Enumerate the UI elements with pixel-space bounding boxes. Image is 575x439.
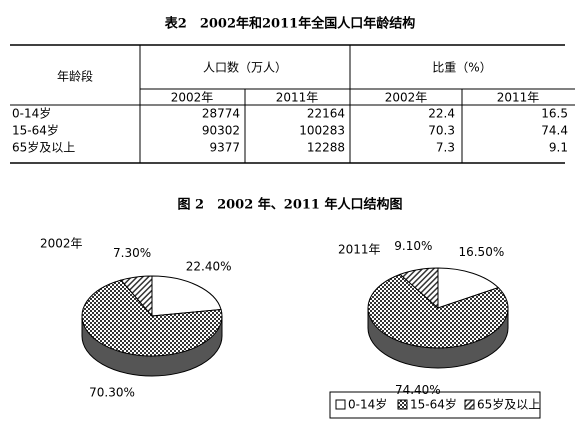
table-title: 表2 2002年和2011年全国人口年龄结构: [164, 16, 415, 32]
table-cell: 28774: [202, 107, 240, 121]
pie-title: 2011年: [338, 243, 381, 257]
row-label: 65岁及以上: [12, 140, 75, 155]
value-label: 74.40%: [395, 383, 441, 397]
table-cell: 7.3: [436, 141, 455, 155]
pie-slice: [399, 267, 439, 310]
legend-label: 0-14岁: [348, 397, 387, 412]
header-cell: 比重（%）: [432, 61, 491, 75]
pie-slice: [120, 275, 153, 318]
subheader-cell: 2002年: [385, 91, 428, 105]
value-label: 7.30%: [113, 246, 151, 260]
pie-slice: [437, 267, 500, 309]
pie-slice: [367, 273, 509, 349]
subheader-cell: 2011年: [497, 91, 540, 105]
subheader-cell: 2002年: [171, 91, 214, 105]
value-label: 22.40%: [186, 260, 232, 274]
table-cell: 16.5: [541, 107, 568, 121]
figure-title: 图 2 2002 年、2011 年人口结构图: [178, 197, 403, 213]
value-label: 70.30%: [89, 385, 135, 399]
legend-swatch: [464, 399, 475, 410]
subheader-cell: 2011年: [276, 91, 319, 105]
table-cell: 70.3: [428, 124, 455, 138]
legend-label: 65岁及以上: [477, 397, 540, 412]
legend-label: 15-64岁: [410, 397, 457, 412]
table-cell: 90302: [202, 124, 240, 138]
table-cell: 74.4: [541, 124, 568, 138]
pie-title: 2002年: [40, 237, 83, 251]
table-cell: 22.4: [428, 107, 455, 121]
row-label: 0-14岁: [12, 106, 51, 121]
legend-box: [329, 391, 541, 419]
header-cell: 人口数（万人）: [203, 60, 287, 75]
value-label: 9.10%: [394, 239, 432, 253]
pie-slice: [151, 275, 222, 317]
table-cell: 100283: [299, 124, 345, 138]
table-cell: 12288: [307, 141, 345, 155]
table-cell: 9.1: [549, 141, 568, 155]
legend-swatch: [397, 399, 408, 410]
pie-slice: [81, 279, 223, 357]
table-cell: 22164: [307, 107, 345, 121]
legend-swatch: [335, 399, 346, 410]
header-cell: 年龄段: [57, 69, 93, 84]
row-label: 15-64岁: [12, 123, 59, 138]
value-label: 16.50%: [458, 245, 504, 259]
table-cell: 9377: [209, 141, 240, 155]
